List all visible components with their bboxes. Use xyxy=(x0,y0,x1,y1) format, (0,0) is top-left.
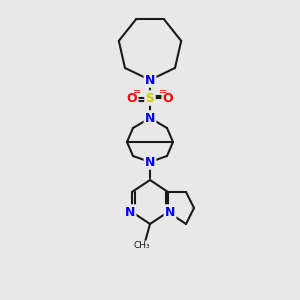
Text: N: N xyxy=(165,206,175,218)
Text: =: = xyxy=(133,87,141,97)
Text: =: = xyxy=(159,87,167,97)
Text: N: N xyxy=(145,112,155,124)
Text: O: O xyxy=(127,92,137,104)
Text: N: N xyxy=(145,74,155,86)
Text: N: N xyxy=(145,155,155,169)
Text: S: S xyxy=(146,92,154,104)
Text: CH₃: CH₃ xyxy=(134,242,150,250)
Text: O: O xyxy=(163,92,173,104)
Text: N: N xyxy=(125,206,135,218)
